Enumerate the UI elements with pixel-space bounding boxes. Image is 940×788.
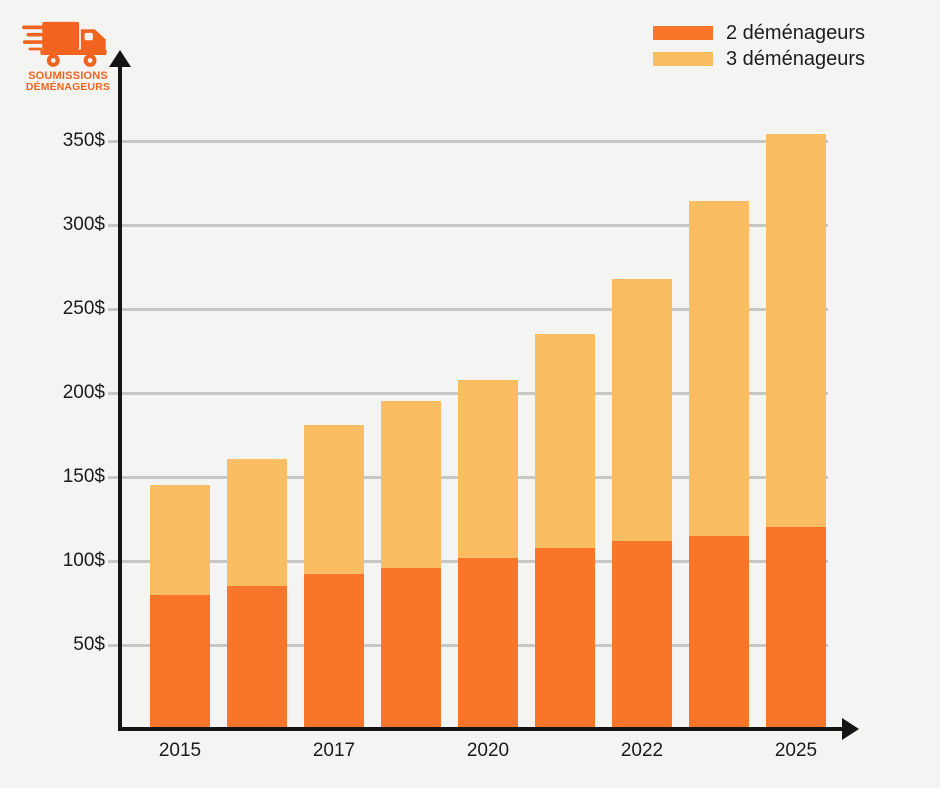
y-axis-line [118, 66, 122, 731]
moving-truck-icon [22, 21, 107, 67]
y-tick-label-250: 250$ [62, 298, 105, 319]
x-tick-label-2025: 2025 [774, 740, 818, 761]
gridline-350 [108, 140, 828, 143]
bar-segment-2-demenageurs [689, 535, 749, 727]
soumissions-demenageurs-logo: SOUMISSIONS DÉMÉNAGEURS [20, 16, 116, 94]
bar-segment-3-demenageurs [304, 424, 364, 575]
bar-segment-3-demenageurs [381, 401, 441, 568]
bar-segment-2-demenageurs [381, 567, 441, 727]
legend-label: 2 déménageurs [726, 21, 865, 44]
y-tick-label-350: 350$ [62, 130, 105, 151]
bar-segment-2-demenageurs [612, 540, 672, 727]
legend-label: 3 déménageurs [726, 47, 865, 70]
logo-text-line1: SOUMISSIONS [28, 70, 108, 82]
bar-segment-3-demenageurs [689, 201, 749, 536]
legend-swatch-2-demenageurs [653, 26, 713, 40]
bar-segment-2-demenageurs [458, 557, 518, 727]
x-tick-label-2020: 2020 [466, 740, 510, 761]
y-tick-label-100: 100$ [62, 550, 105, 571]
x-tick-label-2022: 2022 [620, 740, 664, 761]
bar-segment-2-demenageurs [150, 594, 210, 727]
bar-segment-3-demenageurs [150, 485, 210, 595]
bar-segment-2-demenageurs [227, 586, 287, 727]
y-tick-label-150: 150$ [62, 466, 105, 487]
bar-segment-3-demenageurs [227, 458, 287, 587]
y-tick-label-200: 200$ [62, 382, 105, 403]
x-axis-arrow-icon [842, 718, 859, 740]
x-tick-label-2015: 2015 [158, 740, 202, 761]
legend-item-2-demenageurs: 2 déménageurs [653, 20, 865, 46]
legend-swatch-3-demenageurs [653, 52, 713, 66]
y-tick-label-50: 50$ [73, 634, 105, 655]
x-axis-line [118, 727, 844, 731]
chart-legend: 2 déménageurs 3 déménageurs [653, 20, 865, 72]
logo-text-line2: DÉMÉNAGEURS [25, 82, 111, 94]
bar-segment-2-demenageurs [304, 574, 364, 727]
gridline-300 [108, 224, 828, 227]
x-tick-label-2017: 2017 [312, 740, 356, 761]
bar-segment-3-demenageurs [612, 278, 672, 541]
bar-segment-3-demenageurs [766, 134, 826, 528]
y-tick-label-300: 300$ [62, 214, 105, 235]
bar-segment-3-demenageurs [535, 334, 595, 548]
gridline-250 [108, 308, 828, 311]
bar-segment-2-demenageurs [535, 547, 595, 727]
bar-segment-3-demenageurs [458, 379, 518, 558]
bar-segment-2-demenageurs [766, 527, 826, 727]
y-axis-arrow-icon [109, 50, 131, 67]
legend-item-3-demenageurs: 3 déménageurs [653, 46, 865, 72]
